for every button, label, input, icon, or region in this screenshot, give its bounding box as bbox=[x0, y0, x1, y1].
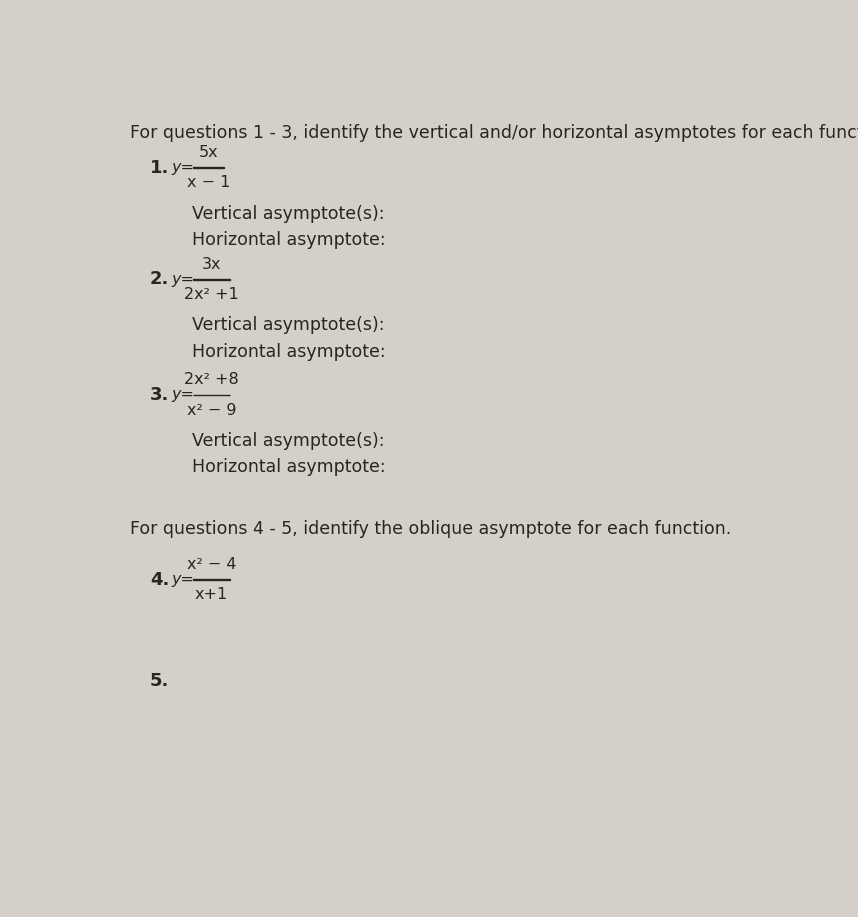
Text: y=: y= bbox=[172, 572, 195, 587]
Text: For questions 4 - 5, identify the oblique asymptote for each function.: For questions 4 - 5, identify the obliqu… bbox=[130, 521, 732, 538]
Text: Horizontal asymptote:: Horizontal asymptote: bbox=[192, 231, 386, 249]
Text: y=: y= bbox=[172, 272, 195, 287]
Text: 4.: 4. bbox=[150, 570, 169, 589]
Text: Horizontal asymptote:: Horizontal asymptote: bbox=[192, 458, 386, 476]
Text: x − 1: x − 1 bbox=[187, 175, 231, 191]
Text: For questions 1 - 3, identify the vertical and/or horizontal asymptotes for each: For questions 1 - 3, identify the vertic… bbox=[130, 124, 858, 142]
Text: 2x² +1: 2x² +1 bbox=[184, 287, 239, 302]
Text: 1.: 1. bbox=[150, 159, 169, 177]
Text: 3.: 3. bbox=[150, 386, 169, 404]
Text: 2x² +8: 2x² +8 bbox=[184, 372, 239, 387]
Text: 3x: 3x bbox=[202, 257, 221, 271]
Text: Horizontal asymptote:: Horizontal asymptote: bbox=[192, 343, 386, 360]
Text: 5.: 5. bbox=[150, 672, 169, 691]
Text: x+1: x+1 bbox=[195, 588, 228, 602]
Text: y=: y= bbox=[172, 160, 195, 175]
Text: Vertical asymptote(s):: Vertical asymptote(s): bbox=[192, 204, 385, 223]
Text: Vertical asymptote(s):: Vertical asymptote(s): bbox=[192, 316, 385, 335]
Text: x² − 4: x² − 4 bbox=[187, 557, 236, 572]
Text: x² − 9: x² − 9 bbox=[187, 403, 236, 417]
Text: 5x: 5x bbox=[199, 145, 219, 160]
Text: y=: y= bbox=[172, 388, 195, 403]
Text: 2.: 2. bbox=[150, 271, 169, 289]
Text: Vertical asymptote(s):: Vertical asymptote(s): bbox=[192, 432, 385, 450]
